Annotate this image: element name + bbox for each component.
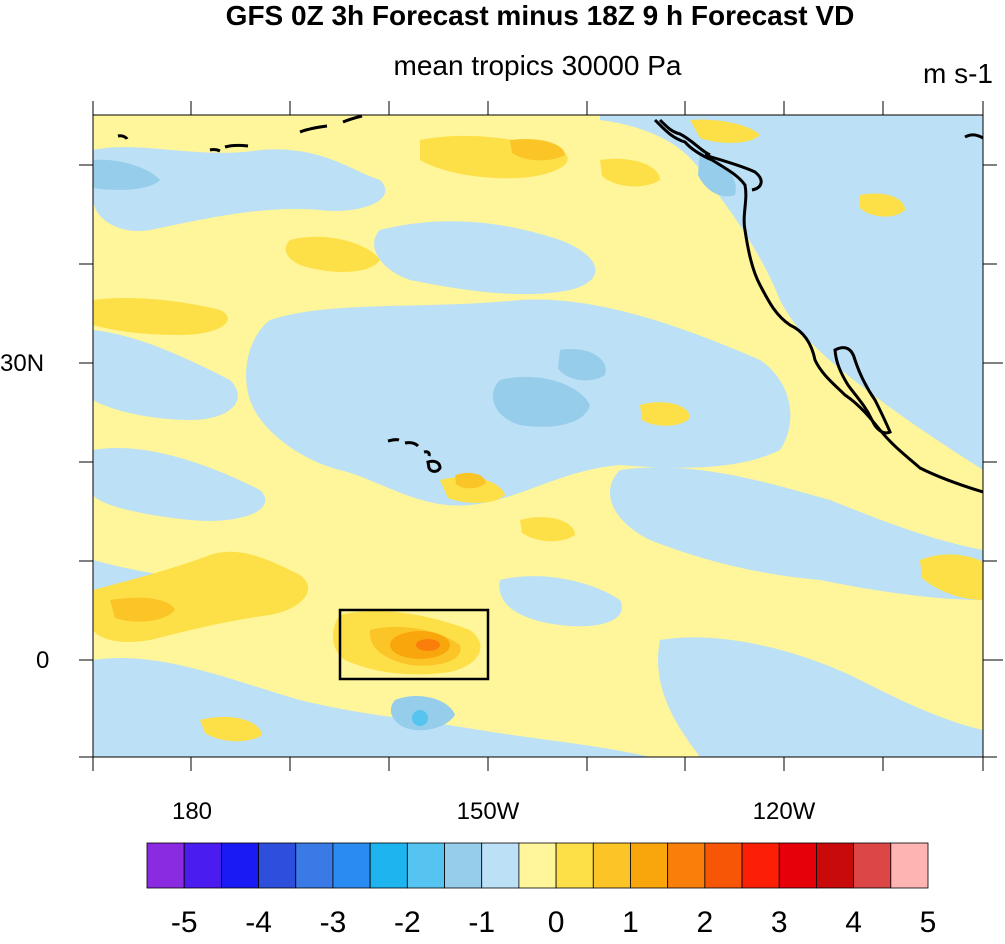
colorbar-swatch: [146, 842, 185, 889]
colorbar-swatch: [406, 842, 445, 889]
colorbar-swatch: [220, 842, 259, 889]
colorbar-swatch: [741, 842, 780, 889]
colorbar-swatch: [183, 842, 222, 889]
colorbar-swatch: [369, 842, 408, 889]
colorbar-swatch: [332, 842, 371, 889]
colorbar-tick-label: 1: [622, 906, 639, 939]
colorbar-swatch: [667, 842, 706, 889]
colorbar-tick-label: 4: [845, 906, 862, 939]
colorbar-swatch: [295, 842, 334, 889]
chart-subtitle: mean tropics 30000 Pa: [393, 50, 682, 81]
colorbar-swatch: [592, 842, 631, 889]
colorbar-tick-label: 5: [919, 906, 937, 939]
colorbar-swatch: [778, 842, 817, 889]
colorbar-swatch: [481, 842, 520, 889]
colorbar-swatch: [704, 842, 743, 889]
colorbar-swatch: [518, 842, 557, 889]
colorbar-tick-label: -5: [170, 906, 198, 939]
negative-core: [412, 710, 428, 726]
map-plot-area: [93, 115, 983, 757]
colorbar-tick-label: 0: [547, 906, 565, 939]
colorbar-swatch: [444, 842, 483, 889]
colorbar-swatch: [630, 842, 669, 889]
colorbar: [146, 842, 929, 889]
colorbar-tick-label: -3: [319, 906, 347, 939]
colorbar-tick-label: -4: [245, 906, 272, 939]
highlight-box: [338, 608, 490, 681]
lat-label-30n: 30N: [0, 350, 45, 377]
chart-title: GFS 0Z 3h Forecast minus 18Z 9 h Forecas…: [225, 0, 855, 31]
lon-label-180: 180: [171, 798, 213, 825]
lat-label-0: 0: [36, 647, 50, 674]
colorbar-tick-label: -2: [393, 906, 421, 939]
colorbar-swatch: [816, 842, 855, 889]
lon-label-150w: 150W: [456, 798, 520, 825]
max-positive-core: [416, 639, 440, 651]
lon-label-120w: 120W: [752, 798, 816, 825]
colorbar-tick-label: 2: [696, 906, 714, 939]
axis-ticks: [79, 101, 1003, 771]
stronger-negative-patches: [93, 150, 736, 731]
colorbar-swatch: [555, 842, 594, 889]
colorbar-tick-label: -1: [468, 906, 496, 939]
units-label: m s-1: [923, 58, 993, 89]
colorbar-swatch: [853, 842, 892, 889]
coastlines: [117, 115, 983, 494]
colorbar-swatch: [890, 842, 929, 889]
map-frame: [92, 114, 984, 758]
colorbar-tick-label: 3: [770, 906, 788, 939]
colorbar-swatch: [258, 842, 297, 889]
